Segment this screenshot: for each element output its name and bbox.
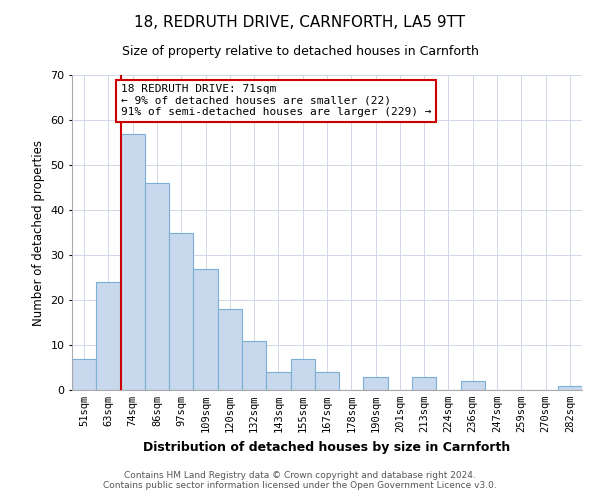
Bar: [218, 309, 242, 390]
Bar: [169, 232, 193, 390]
Bar: [558, 386, 582, 390]
Bar: [145, 183, 169, 390]
Bar: [315, 372, 339, 390]
Bar: [412, 376, 436, 390]
Bar: [121, 134, 145, 390]
Bar: [461, 381, 485, 390]
Text: 18 REDRUTH DRIVE: 71sqm
← 9% of detached houses are smaller (22)
91% of semi-det: 18 REDRUTH DRIVE: 71sqm ← 9% of detached…: [121, 84, 431, 117]
Bar: [266, 372, 290, 390]
Text: 18, REDRUTH DRIVE, CARNFORTH, LA5 9TT: 18, REDRUTH DRIVE, CARNFORTH, LA5 9TT: [134, 15, 466, 30]
Bar: [364, 376, 388, 390]
Bar: [290, 358, 315, 390]
Bar: [72, 358, 96, 390]
X-axis label: Distribution of detached houses by size in Carnforth: Distribution of detached houses by size …: [143, 440, 511, 454]
Y-axis label: Number of detached properties: Number of detached properties: [32, 140, 44, 326]
Bar: [193, 268, 218, 390]
Text: Size of property relative to detached houses in Carnforth: Size of property relative to detached ho…: [122, 45, 478, 58]
Bar: [96, 282, 121, 390]
Text: Contains HM Land Registry data © Crown copyright and database right 2024.
Contai: Contains HM Land Registry data © Crown c…: [103, 470, 497, 490]
Bar: [242, 340, 266, 390]
